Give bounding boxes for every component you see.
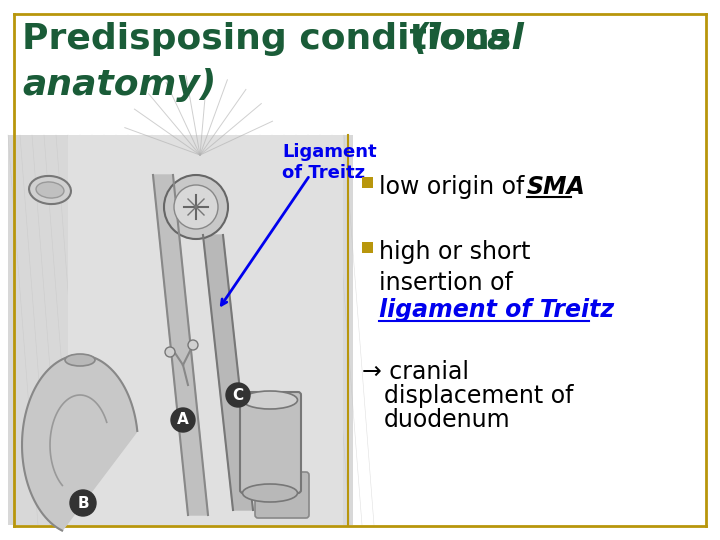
Circle shape (70, 490, 96, 516)
Circle shape (164, 175, 228, 239)
Text: SMA: SMA (527, 175, 586, 199)
Polygon shape (203, 235, 253, 510)
Polygon shape (153, 175, 208, 515)
Ellipse shape (243, 391, 297, 409)
Bar (8, 135, 353, 525)
Text: (local: (local (412, 22, 524, 56)
Text: ligament of Treitz: ligament of Treitz (379, 298, 614, 322)
Ellipse shape (36, 182, 64, 198)
Text: high or short
insertion of: high or short insertion of (379, 240, 531, 295)
Text: Ligament
of Treitz: Ligament of Treitz (282, 143, 377, 182)
Text: anatomy): anatomy) (22, 68, 216, 102)
Bar (68, 135, 343, 525)
Bar (362, 177, 373, 188)
Text: → cranial: → cranial (362, 360, 469, 384)
FancyBboxPatch shape (240, 392, 301, 493)
Circle shape (226, 383, 250, 407)
Text: C: C (233, 388, 243, 402)
Ellipse shape (243, 484, 297, 502)
Ellipse shape (29, 176, 71, 204)
Text: duodenum: duodenum (384, 408, 510, 432)
Text: A: A (177, 413, 189, 428)
Text: Predisposing conditions: Predisposing conditions (22, 22, 511, 56)
FancyBboxPatch shape (255, 472, 309, 518)
Text: displacement of: displacement of (384, 384, 574, 408)
Polygon shape (22, 355, 138, 531)
Circle shape (188, 340, 198, 350)
Circle shape (165, 347, 175, 357)
Circle shape (174, 185, 218, 229)
Ellipse shape (65, 354, 95, 366)
Bar (362, 242, 373, 253)
Text: B: B (77, 496, 89, 510)
Text: low origin of: low origin of (379, 175, 532, 199)
Circle shape (171, 408, 195, 432)
